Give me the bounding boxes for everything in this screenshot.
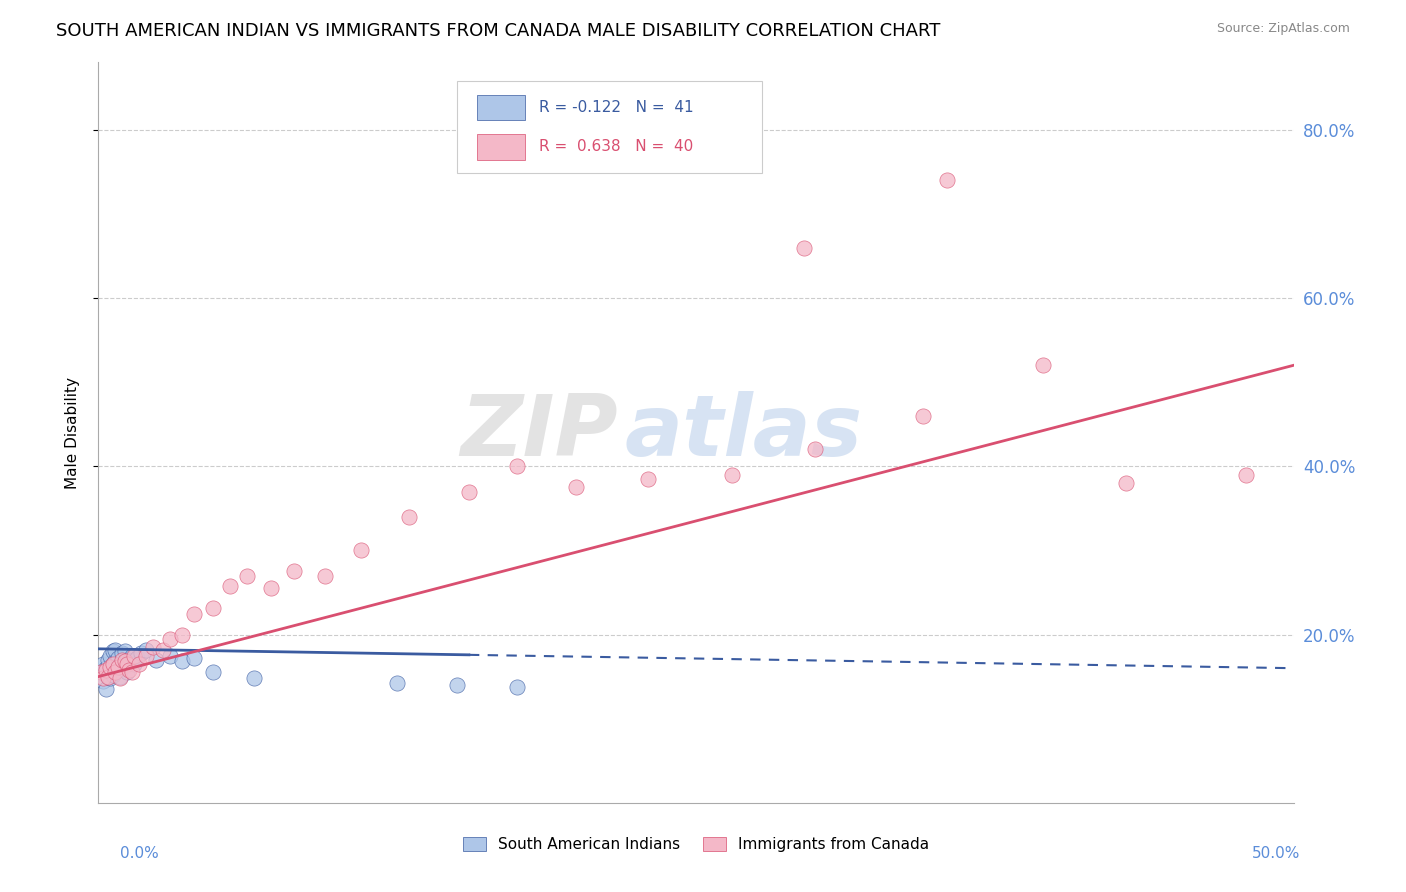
Point <box>94 682 117 697</box>
Text: atlas: atlas <box>624 391 862 475</box>
Point <box>104 665 127 680</box>
Point <box>315 568 337 582</box>
Point <box>145 653 167 667</box>
Legend: South American Indians, Immigrants from Canada: South American Indians, Immigrants from … <box>457 830 935 858</box>
Point <box>101 644 124 658</box>
Point <box>721 467 744 482</box>
Point <box>115 665 138 680</box>
Point <box>115 657 138 671</box>
Point <box>118 663 141 677</box>
Point <box>936 173 959 187</box>
FancyBboxPatch shape <box>477 95 524 120</box>
Text: R = -0.122   N =  41: R = -0.122 N = 41 <box>540 100 695 115</box>
Point <box>114 644 136 658</box>
Point <box>101 657 124 671</box>
Point <box>183 607 205 621</box>
Point <box>911 409 934 423</box>
Point <box>107 651 129 665</box>
Point <box>183 651 205 665</box>
Point <box>91 671 114 685</box>
Point <box>637 472 659 486</box>
Point <box>97 670 120 684</box>
Point <box>98 648 122 663</box>
Point <box>107 659 129 673</box>
Point <box>793 240 815 255</box>
Text: SOUTH AMERICAN INDIAN VS IMMIGRANTS FROM CANADA MALE DISABILITY CORRELATION CHAR: SOUTH AMERICAN INDIAN VS IMMIGRANTS FROM… <box>56 22 941 40</box>
Y-axis label: Male Disability: Male Disability <box>65 376 80 489</box>
Point <box>131 646 153 660</box>
FancyBboxPatch shape <box>477 134 524 160</box>
Point <box>159 648 181 663</box>
Point <box>91 657 114 671</box>
Point <box>108 671 131 685</box>
Point <box>172 655 194 669</box>
Point <box>97 653 120 667</box>
Point <box>114 655 136 669</box>
Text: R =  0.638   N =  40: R = 0.638 N = 40 <box>540 139 693 154</box>
Point <box>458 484 481 499</box>
Point <box>1234 467 1257 482</box>
Point <box>243 671 266 685</box>
Point <box>111 646 134 660</box>
Point <box>283 565 305 579</box>
Point <box>506 680 529 694</box>
Point <box>385 676 409 690</box>
Point <box>398 509 420 524</box>
Point <box>98 661 122 675</box>
Text: Source: ZipAtlas.com: Source: ZipAtlas.com <box>1216 22 1350 36</box>
Text: 0.0%: 0.0% <box>120 846 159 861</box>
Point <box>121 665 143 680</box>
Point <box>506 459 529 474</box>
Point <box>108 670 131 684</box>
Point <box>107 663 129 677</box>
Point <box>90 665 112 680</box>
Point <box>118 655 141 669</box>
Point <box>142 640 165 655</box>
Point <box>202 665 225 680</box>
Point <box>565 480 588 494</box>
Point <box>219 579 242 593</box>
Point <box>135 642 157 657</box>
Point <box>98 671 122 685</box>
Point <box>90 665 112 680</box>
Point <box>98 659 122 673</box>
Point <box>235 568 257 582</box>
Point <box>124 648 146 663</box>
Point <box>111 661 134 675</box>
Point <box>101 657 124 671</box>
Point <box>446 678 468 692</box>
Point <box>125 651 148 665</box>
Point <box>1115 476 1137 491</box>
Point <box>115 653 138 667</box>
Point <box>104 655 127 669</box>
Point <box>152 642 174 657</box>
Point <box>94 661 117 675</box>
Point <box>804 442 827 457</box>
Point <box>104 642 127 657</box>
Point <box>172 627 194 641</box>
Point <box>101 668 124 682</box>
Point <box>128 657 150 671</box>
Text: 50.0%: 50.0% <box>1253 846 1301 861</box>
Point <box>94 663 117 677</box>
Point <box>108 657 131 671</box>
Point <box>124 657 146 671</box>
FancyBboxPatch shape <box>457 81 762 173</box>
Point <box>202 600 225 615</box>
Point <box>135 648 157 663</box>
Point <box>1032 359 1054 373</box>
Text: ZIP: ZIP <box>461 391 619 475</box>
Point <box>159 632 181 646</box>
Point <box>91 673 114 688</box>
Point <box>111 653 134 667</box>
Point <box>259 581 281 595</box>
Point <box>104 665 127 680</box>
Point <box>114 658 136 673</box>
Point <box>97 670 120 684</box>
Point <box>350 543 373 558</box>
Point <box>121 648 143 663</box>
